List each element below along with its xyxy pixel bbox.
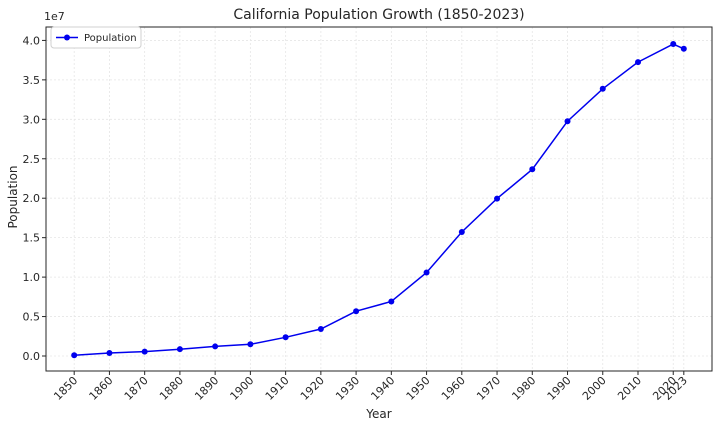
data-point-1960 xyxy=(458,229,465,236)
legend-marker xyxy=(64,34,70,41)
axes xyxy=(45,26,713,372)
y-axis-offset-label: 1e7 xyxy=(44,10,65,23)
data-point-1990 xyxy=(564,118,571,125)
data-point-1910 xyxy=(282,334,289,341)
data-point-2000 xyxy=(599,85,606,92)
data-point-1850 xyxy=(71,352,78,359)
data-point-1890 xyxy=(212,343,219,350)
legend-label-population: Population xyxy=(84,33,137,44)
data-point-1980 xyxy=(529,166,536,173)
y-tick-label: 3.5 xyxy=(23,74,41,87)
y-tick-label: 4.0 xyxy=(23,34,41,47)
data-point-1950 xyxy=(423,269,430,276)
x-tick-label: 1900 xyxy=(228,374,257,403)
x-tick-label: 1990 xyxy=(545,374,574,403)
data-point-1900 xyxy=(247,341,254,348)
legend-box xyxy=(50,26,142,49)
legend: Population xyxy=(50,26,142,49)
y-tick-label: 0.5 xyxy=(23,311,41,324)
y-tick-label: 3.0 xyxy=(23,113,41,126)
x-tick-label: 1950 xyxy=(404,374,433,403)
data-point-2010 xyxy=(635,59,641,66)
x-tick-label: 1960 xyxy=(439,374,468,403)
x-tick-label: 1970 xyxy=(474,374,503,403)
y-tick-label: 1.5 xyxy=(23,232,41,245)
x-tick-label: 1930 xyxy=(333,374,362,403)
y-tick-label: 2.0 xyxy=(23,192,41,205)
series-line-population xyxy=(74,43,685,357)
data-point-1920 xyxy=(317,325,324,332)
data-point-1880 xyxy=(176,346,183,353)
plot-frame xyxy=(45,26,713,372)
data-point-2020 xyxy=(670,41,677,48)
data-point-1930 xyxy=(353,308,360,315)
x-tick-label: 2010 xyxy=(615,374,644,403)
series xyxy=(71,41,687,359)
grid xyxy=(46,27,712,371)
x-tick-label: 1980 xyxy=(509,374,538,403)
x-tick-label: 1850 xyxy=(51,374,80,403)
x-axis-label: Year xyxy=(365,407,391,421)
x-tick-label: 2000 xyxy=(580,374,609,403)
x-tick-label: 1940 xyxy=(368,374,397,403)
x-tick-label: 1860 xyxy=(87,374,116,403)
x-tick-label: 1870 xyxy=(122,374,151,403)
y-axis-label: Population xyxy=(6,165,20,228)
data-point-1870 xyxy=(141,348,148,355)
y-tick-label: 1.0 xyxy=(23,271,41,284)
x-tick-label: 1910 xyxy=(263,374,292,403)
x-tick-label: 1890 xyxy=(192,374,221,403)
y-tick-label: 0.0 xyxy=(23,350,41,363)
x-tick-label: 1920 xyxy=(298,374,327,403)
data-point-1970 xyxy=(494,195,501,202)
chart-title: California Population Growth (1850-2023) xyxy=(233,7,524,23)
data-point-1860 xyxy=(106,350,113,357)
data-point-1940 xyxy=(388,298,395,305)
y-tick-label: 2.5 xyxy=(23,153,41,166)
data-point-2023 xyxy=(680,45,687,52)
x-tick-label: 1880 xyxy=(157,374,186,403)
